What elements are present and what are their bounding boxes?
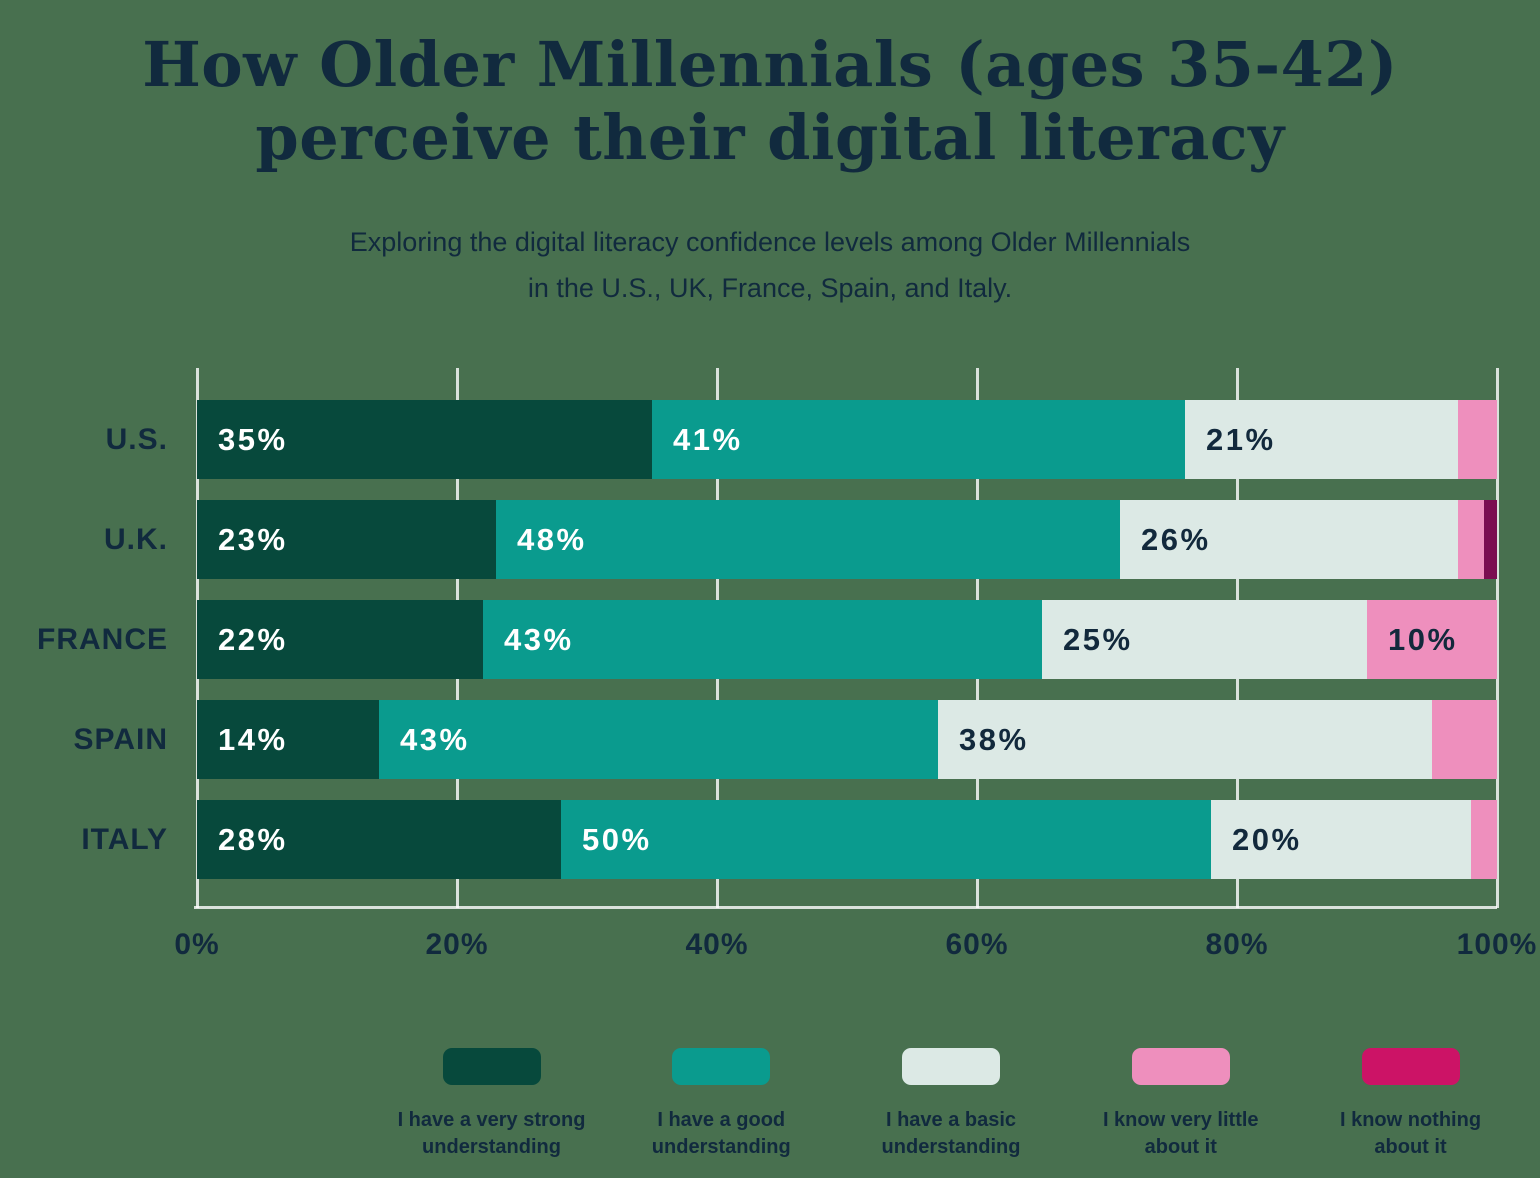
x-axis-baseline	[194, 906, 1497, 909]
bar-value-label: 50%	[582, 821, 652, 857]
legend-item-good-understanding: I have a good understanding	[614, 1048, 829, 1161]
bar-segment-know-very-little	[1458, 500, 1484, 579]
gridline	[1495, 368, 1499, 908]
bar-row: 28% 50% 20%	[197, 800, 1497, 879]
bar-value-label: 22%	[218, 621, 288, 657]
bar-segment-very-strong-understanding: 35%	[197, 400, 652, 479]
legend-swatch-very-strong-understanding	[442, 1048, 541, 1085]
bar-value-label: 43%	[504, 621, 574, 657]
bar-value-label: 20%	[1232, 821, 1302, 857]
legend-label: I have a very strong understanding	[384, 1107, 599, 1161]
legend-label-line: I know nothing	[1339, 1109, 1482, 1131]
category-label: U.S.	[105, 423, 168, 456]
legend-label: I know very little about it	[1073, 1107, 1288, 1161]
bar-value-label: 41%	[673, 421, 743, 457]
legend-swatch-know-very-little	[1131, 1048, 1230, 1085]
bar-value-label: 28%	[218, 821, 288, 857]
bar-segment-basic-understanding: 21%	[1185, 400, 1458, 479]
bar-segment-good-understanding: 43%	[483, 600, 1042, 679]
axis-tick-label: 80%	[1205, 928, 1269, 961]
legend-label-line: I know very little	[1102, 1109, 1259, 1131]
category-label: ITALY	[81, 823, 168, 856]
chart-legend: I have a very strong understanding I have …	[384, 1048, 1518, 1161]
legend-label: I have a basic understanding	[844, 1107, 1059, 1161]
legend-label-line: about it	[1374, 1136, 1447, 1158]
axis-tick-label: 40%	[685, 928, 749, 961]
subtitle-line-2: in the U.S., UK, France, Spain, and Ital…	[527, 273, 1013, 303]
bar-value-label: 43%	[400, 721, 470, 757]
page-title: How Older Millennials (ages 35-42) perce…	[0, 28, 1540, 174]
legend-label-line: understanding	[422, 1136, 561, 1158]
x-axis: 0% 20% 40% 60% 80% 100%	[174, 908, 1536, 978]
legend-item-basic-understanding: I have a basic understanding	[844, 1048, 1059, 1161]
bar-segment-know-very-little	[1432, 700, 1497, 779]
bar-row: 14% 43% 38%	[197, 700, 1497, 779]
bar-segment-very-strong-understanding: 28%	[197, 800, 561, 879]
legend-label-line: I have a basic	[885, 1109, 1017, 1131]
bar-segment-very-strong-understanding: 22%	[197, 600, 483, 679]
legend-swatch-good-understanding	[672, 1048, 771, 1085]
bar-value-label: 25%	[1063, 621, 1133, 657]
axis-tick-label: 100%	[1456, 928, 1538, 961]
page-subtitle: Exploring the digital literacy confidenc…	[0, 219, 1540, 311]
legend-label-line: I have a good	[657, 1109, 786, 1131]
title-line-2: perceive their digital literacy	[255, 101, 1285, 174]
bar-segment-very-strong-understanding: 14%	[197, 700, 379, 779]
category-label: SPAIN	[73, 723, 168, 756]
bar-segment-basic-understanding: 26%	[1120, 500, 1458, 579]
legend-item-know-nothing: I know nothing about it	[1303, 1048, 1518, 1161]
legend-label: I know nothing about it	[1303, 1107, 1518, 1161]
category-label: U.K.	[104, 523, 168, 556]
title-line-1: How Older Millennials (ages 35-42)	[142, 28, 1398, 101]
legend-label-line: about it	[1144, 1136, 1217, 1158]
bar-segment-good-understanding: 43%	[379, 700, 938, 779]
bar-segment-basic-understanding: 20%	[1211, 800, 1471, 879]
bar-segment-basic-understanding: 25%	[1042, 600, 1367, 679]
bar-segment-know-very-little: 10%	[1367, 600, 1497, 679]
category-axis: U.S. U.K. FRANCE SPAIN ITALY	[0, 368, 168, 908]
bar-value-label: 26%	[1141, 521, 1211, 557]
legend-label: I have a good understanding	[614, 1107, 829, 1161]
bar-segment-know-very-little	[1471, 800, 1497, 879]
legend-label-line: understanding	[881, 1136, 1021, 1158]
subtitle-line-1: Exploring the digital literacy confidenc…	[349, 227, 1191, 257]
bar-segment-basic-understanding: 38%	[938, 700, 1432, 779]
bar-row: 35% 41% 21%	[197, 400, 1497, 479]
bar-value-label: 23%	[218, 521, 288, 557]
bar-value-label: 14%	[218, 721, 288, 757]
bar-segment-know-very-little	[1458, 400, 1497, 479]
bar-segment-good-understanding: 50%	[561, 800, 1211, 879]
bar-row: 22% 43% 25% 10%	[197, 600, 1497, 679]
axis-tick-label: 0%	[174, 928, 220, 961]
bar-segment-good-understanding: 48%	[496, 500, 1120, 579]
bar-value-label: 21%	[1206, 421, 1276, 457]
legend-swatch-know-nothing	[1361, 1048, 1460, 1085]
axis-tick-label: 20%	[425, 928, 489, 961]
bar-segment-know-nothing	[1484, 500, 1497, 579]
bar-value-label: 10%	[1388, 621, 1458, 657]
bar-segment-good-understanding: 41%	[652, 400, 1185, 479]
category-label: FRANCE	[37, 623, 168, 656]
bar-row: 23% 48% 26%	[197, 500, 1497, 579]
legend-label-line: I have a very strong	[397, 1109, 586, 1131]
legend-item-know-very-little: I know very little about it	[1073, 1048, 1288, 1161]
axis-tick-label: 60%	[945, 928, 1009, 961]
bar-value-label: 35%	[218, 421, 288, 457]
bar-segment-very-strong-understanding: 23%	[197, 500, 496, 579]
legend-item-very-strong-understanding: I have a very strong understanding	[384, 1048, 599, 1161]
bar-value-label: 38%	[959, 721, 1029, 757]
bar-value-label: 48%	[517, 521, 587, 557]
legend-swatch-basic-understanding	[902, 1048, 1000, 1085]
legend-label-line: understanding	[651, 1136, 791, 1158]
plot-area: 35% 41% 21% 23% 48% 26% 22% 43% 25% 10% 14% 43% 38% 2…	[194, 368, 1499, 909]
